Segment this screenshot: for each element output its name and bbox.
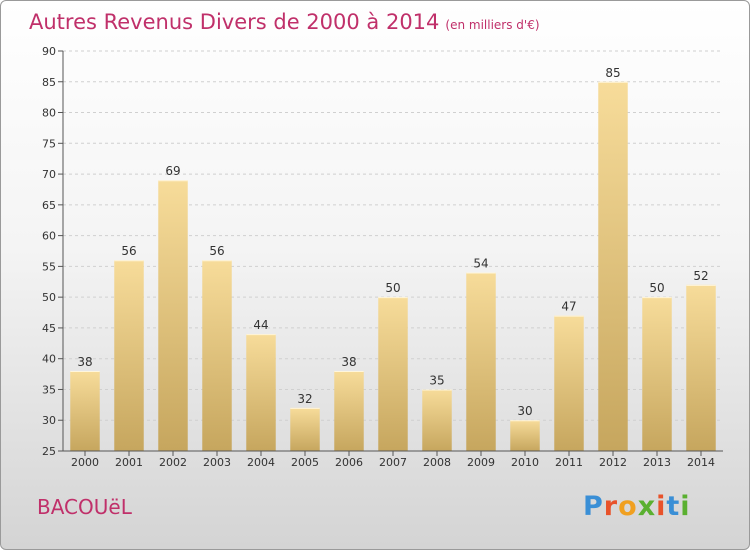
data-label: 56 [121, 244, 136, 258]
x-tick-label: 2000 [71, 456, 99, 469]
x-tick-label: 2009 [467, 456, 495, 469]
y-tick-label: 75 [42, 137, 56, 150]
proxiti-logo: Proxiti [583, 491, 691, 522]
x-tick-label: 2012 [599, 456, 627, 469]
data-label: 52 [693, 269, 708, 283]
x-tick-label: 2003 [203, 456, 231, 469]
data-label: 32 [297, 392, 312, 406]
data-label: 44 [253, 318, 268, 332]
bars [70, 81, 716, 452]
data-label: 38 [341, 355, 356, 369]
bar [510, 420, 540, 451]
bar [290, 407, 320, 451]
x-tick-label: 2001 [115, 456, 143, 469]
bar [246, 334, 276, 451]
x-tick-label: 2010 [511, 456, 539, 469]
y-tick-label: 90 [42, 45, 56, 58]
bar [378, 297, 408, 451]
y-tick-label: 70 [42, 168, 56, 181]
bar [554, 315, 584, 451]
data-label: 35 [429, 373, 444, 387]
bar [686, 284, 716, 451]
value-labels: 38 56 69 56 44 32 38 50 35 54 30 47 85 50 52 [77, 66, 708, 418]
data-label: 30 [517, 404, 532, 418]
logo-letter: r [603, 491, 619, 522]
logo-letter: P [583, 491, 604, 522]
y-axis: 25 30 35 40 45 50 55 60 65 70 75 80 85 90 [42, 45, 64, 458]
y-tick-label: 80 [42, 107, 56, 120]
x-tick-label: 2007 [379, 456, 407, 469]
y-tick-label: 35 [42, 383, 56, 396]
bar [642, 297, 672, 451]
logo-letter: t [666, 491, 681, 522]
x-tick-label: 2008 [423, 456, 451, 469]
data-label: 47 [561, 300, 576, 314]
chart-unit: (en milliers d'€) [445, 18, 540, 32]
data-label: 54 [473, 257, 488, 271]
x-tick-label: 2006 [335, 456, 363, 469]
data-label: 69 [165, 164, 180, 178]
bar [70, 371, 100, 451]
x-axis: 2000 2001 2002 2003 2004 2005 2006 2007 2008 2009… [63, 450, 723, 469]
bar [422, 389, 452, 451]
y-tick-label: 60 [42, 230, 56, 243]
data-label: 85 [605, 66, 620, 80]
chart-title: Autres Revenus Divers de 2000 à 2014 (en … [29, 10, 540, 34]
data-label: 56 [209, 244, 224, 258]
chart-title-text: Autres Revenus Divers de 2000 à 2014 [29, 10, 440, 34]
logo-letter: x [637, 491, 657, 522]
bar [114, 260, 144, 451]
x-tick-label: 2002 [159, 456, 187, 469]
y-tick-label: 45 [42, 322, 56, 335]
x-tick-label: 2005 [291, 456, 319, 469]
bar [202, 260, 232, 451]
logo-letter: i [680, 491, 691, 522]
y-tick-label: 40 [42, 353, 56, 366]
bar [466, 272, 496, 451]
commune-name: BACOUëL [37, 495, 132, 519]
y-tick-label: 65 [42, 199, 56, 212]
x-tick-label: 2014 [687, 456, 715, 469]
y-tick-label: 25 [42, 445, 56, 458]
y-tick-label: 30 [42, 414, 56, 427]
x-tick-label: 2013 [643, 456, 671, 469]
bar [598, 81, 628, 452]
data-label: 50 [649, 281, 664, 295]
y-tick-label: 55 [42, 260, 56, 273]
bar [158, 180, 188, 451]
x-tick-label: 2004 [247, 456, 275, 469]
bar [334, 371, 364, 451]
x-tick-label: 2011 [555, 456, 583, 469]
data-label: 50 [385, 281, 400, 295]
logo-letter: i [656, 491, 667, 522]
y-tick-label: 85 [42, 76, 56, 89]
y-tick-label: 50 [42, 291, 56, 304]
logo-letter: o [618, 491, 638, 522]
data-label: 38 [77, 355, 92, 369]
